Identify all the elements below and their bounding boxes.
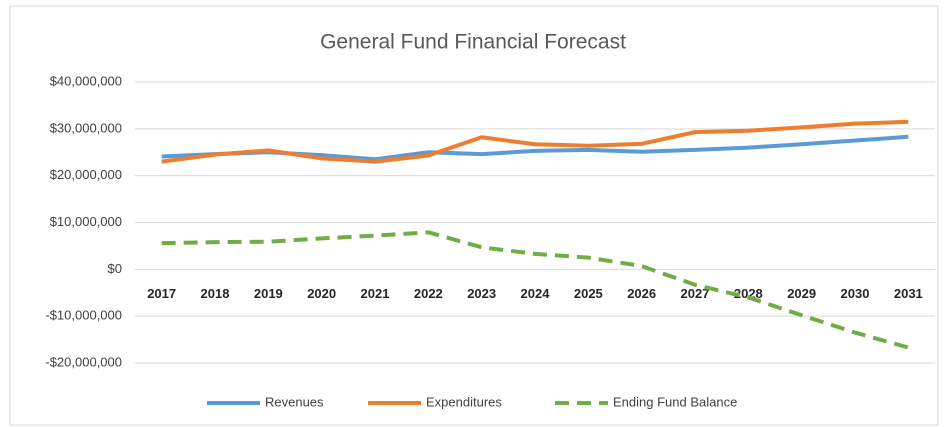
y-tick-label: $20,000,000 [50, 167, 122, 182]
x-tick-label: 2023 [467, 286, 496, 301]
series-line [161, 230, 909, 350]
x-tick-label: 2026 [627, 286, 656, 301]
legend-label: Revenues [265, 394, 324, 409]
x-tick-label: 2021 [361, 286, 390, 301]
y-tick-label: $0 [108, 261, 122, 276]
x-tick-label: 2025 [574, 286, 603, 301]
x-tick-label: 2020 [307, 286, 336, 301]
x-tick-label: 2017 [147, 286, 176, 301]
x-tick-label: 2028 [734, 286, 763, 301]
x-tick-label: 2018 [201, 286, 230, 301]
x-tick-label: 2030 [841, 286, 870, 301]
series-line [161, 119, 909, 164]
x-tick-label: 2019 [254, 286, 283, 301]
chart-title: General Fund Financial Forecast [320, 31, 626, 54]
chart-border [9, 5, 939, 426]
x-tick-label: 2022 [414, 286, 443, 301]
y-tick-label: -$20,000,000 [45, 354, 122, 369]
y-tick-label: $30,000,000 [50, 120, 122, 135]
x-tick-label: 2029 [787, 286, 816, 301]
x-tick-label: 2027 [681, 286, 710, 301]
y-tick-label: -$10,000,000 [45, 308, 122, 323]
legend-label: Expenditures [426, 394, 502, 409]
y-tick-label: $10,000,000 [50, 214, 122, 229]
x-tick-label: 2031 [894, 286, 923, 301]
legend-label: Ending Fund Balance [613, 394, 737, 409]
x-tick-label: 2024 [521, 286, 551, 301]
y-tick-label: $40,000,000 [50, 73, 122, 88]
